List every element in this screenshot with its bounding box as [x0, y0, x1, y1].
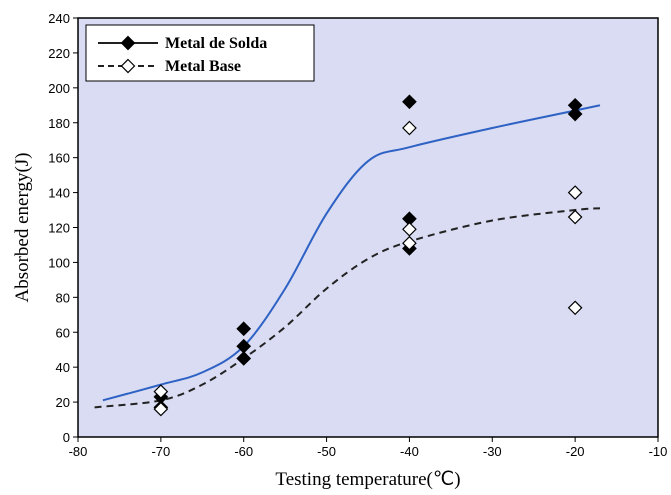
data-point-metal-base [567, 209, 583, 225]
x-tick-label: -50 [317, 444, 336, 459]
x-tick-label: -40 [400, 444, 419, 459]
x-tick-label: -60 [234, 444, 253, 459]
y-axis-title: Absorbed energy(J) [12, 152, 33, 302]
y-tick-label: 20 [56, 395, 70, 410]
y-tick-label: 140 [48, 186, 70, 201]
data-point-metal-base [567, 300, 583, 316]
data-point-metal-de-solda [236, 321, 252, 337]
legend: Metal de Solda Metal Base [85, 24, 315, 82]
y-tick-label: 40 [56, 360, 70, 375]
legend-marker-metal-de-solda [120, 35, 136, 51]
data-point-metal-de-solda [402, 94, 417, 110]
data-point-metal-base [567, 185, 583, 200]
data-point-metal-base [402, 235, 417, 251]
y-tick-label: 100 [48, 255, 70, 270]
x-tick-label: -20 [566, 444, 585, 459]
x-tick-label: -70 [151, 444, 170, 459]
data-point-metal-base [153, 384, 169, 399]
legend-label-metal-base: Metal Base [165, 58, 241, 75]
plot-area [78, 18, 658, 437]
x-tick-label: -10 [649, 444, 668, 459]
x-tick-label: -30 [483, 444, 502, 459]
x-axis-title: Testing temperature(℃) [275, 469, 460, 490]
legend-box [85, 24, 315, 82]
y-tick-label: 240 [48, 11, 70, 26]
series-line-metal-base [94, 207, 601, 409]
y-tick-label: 80 [56, 290, 70, 305]
data-point-metal-base [402, 221, 417, 237]
y-tick-label: 220 [48, 46, 70, 61]
x-tick-label: -80 [69, 444, 88, 459]
data-point-metal-de-solda [567, 106, 583, 122]
y-tick-label: 60 [56, 325, 70, 340]
data-point-metal-base [153, 401, 169, 417]
data-point-metal-base [402, 120, 417, 136]
legend-label-metal-de-solda: Metal de Solda [165, 35, 267, 52]
y-tick-label: 200 [48, 81, 70, 96]
series-line-metal-de-solda [102, 104, 601, 402]
y-tick-label: 120 [48, 221, 70, 236]
y-tick-label: 160 [48, 151, 70, 166]
y-tick-label: 180 [48, 116, 70, 131]
data-point-metal-de-solda [236, 351, 252, 366]
y-tick-label: 0 [63, 430, 70, 445]
legend-marker-metal-base [120, 58, 136, 74]
